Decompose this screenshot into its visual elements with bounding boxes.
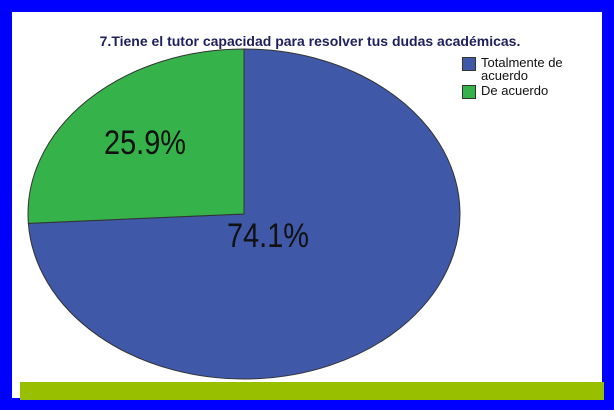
legend-label: Totalmente de acuerdo: [481, 55, 563, 83]
legend-swatch: [462, 57, 476, 71]
legend: Totalmente de acuerdo De acuerdo: [462, 56, 602, 101]
value-label: 74.1%: [227, 216, 309, 255]
chart-title: 7.Tiene el tutor capacidad para resolver…: [100, 33, 521, 49]
pie-slice: [27, 48, 245, 224]
legend-item: De acuerdo: [462, 84, 602, 99]
value-label: 25.9%: [104, 123, 186, 162]
footer-bar: [20, 382, 604, 400]
legend-item: Totalmente de acuerdo: [462, 56, 602, 82]
legend-swatch: [462, 85, 476, 99]
legend-label: De acuerdo: [481, 83, 549, 98]
